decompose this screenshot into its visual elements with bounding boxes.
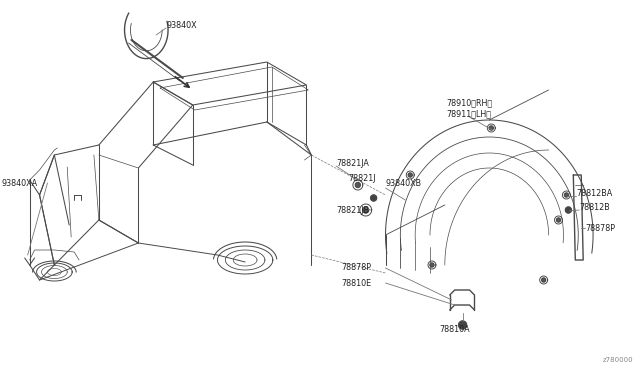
- Polygon shape: [371, 195, 376, 201]
- Text: 78821JB: 78821JB: [336, 205, 369, 215]
- Polygon shape: [459, 321, 467, 329]
- Polygon shape: [408, 173, 412, 177]
- Text: 78878P: 78878P: [585, 224, 615, 232]
- Text: z780000: z780000: [603, 357, 634, 363]
- Polygon shape: [430, 263, 434, 267]
- Text: 78910〈RH〉: 78910〈RH〉: [447, 99, 493, 108]
- Text: 93840XB: 93840XB: [385, 179, 422, 187]
- Text: 78810A: 78810A: [440, 326, 470, 334]
- Polygon shape: [363, 207, 369, 213]
- Polygon shape: [557, 218, 561, 222]
- Text: 78812B: 78812B: [579, 202, 610, 212]
- Polygon shape: [565, 207, 572, 213]
- Text: 78810E: 78810E: [341, 279, 371, 288]
- Polygon shape: [355, 183, 360, 187]
- Text: 78812BA: 78812BA: [576, 189, 612, 198]
- Text: 93840X: 93840X: [166, 20, 196, 29]
- Text: 93840XA: 93840XA: [2, 179, 38, 187]
- Text: 78821JA: 78821JA: [336, 158, 369, 167]
- Text: 78821J: 78821J: [348, 173, 376, 183]
- Polygon shape: [564, 193, 568, 197]
- Text: 78878P: 78878P: [341, 263, 371, 273]
- Text: 78911〈LH〉: 78911〈LH〉: [447, 109, 492, 119]
- Polygon shape: [541, 278, 546, 282]
- Polygon shape: [490, 126, 493, 130]
